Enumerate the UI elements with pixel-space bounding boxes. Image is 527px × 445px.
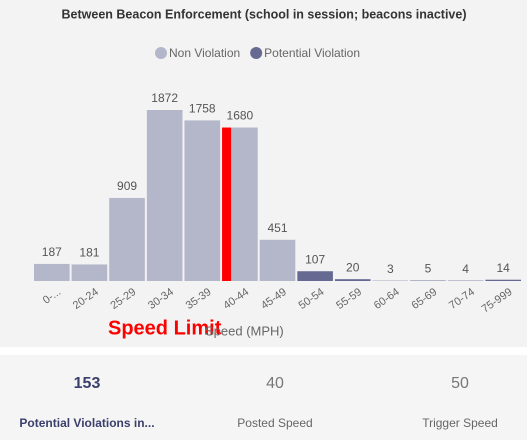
data-label: 14 — [497, 261, 511, 275]
x-axis-title: Speed (MPH) — [205, 323, 284, 338]
bar — [147, 110, 183, 281]
bar — [34, 264, 70, 281]
bar — [260, 240, 296, 281]
chart-title: Between Beacon Enforcement (school in se… — [62, 7, 467, 21]
data-label: 909 — [117, 179, 137, 193]
card-value: 40 — [266, 375, 284, 392]
data-label: 187 — [42, 245, 62, 259]
card-label: Potential Violations in... — [19, 416, 154, 430]
bar — [109, 198, 145, 281]
bar — [72, 264, 108, 281]
data-label: 5 — [425, 262, 432, 276]
data-label: 451 — [267, 221, 287, 235]
card-value: 50 — [451, 375, 469, 392]
bar — [485, 280, 521, 281]
legend-swatch — [155, 47, 167, 59]
data-label: 3 — [387, 262, 394, 276]
speed-limit-marker — [222, 128, 231, 281]
card-label: Trigger Speed — [422, 416, 498, 430]
legend-swatch — [250, 47, 262, 59]
bar — [335, 279, 371, 281]
card-label: Posted Speed — [237, 416, 312, 430]
data-label: 20 — [346, 260, 360, 274]
bar — [297, 271, 333, 281]
data-label: 1680 — [227, 109, 254, 123]
legend-label: Non Violation — [169, 46, 240, 60]
data-label: 107 — [305, 252, 325, 266]
data-label: 1758 — [189, 102, 216, 116]
data-label: 1872 — [151, 91, 178, 105]
card-value: 153 — [74, 375, 101, 392]
data-label: 4 — [462, 262, 469, 276]
data-label: 181 — [79, 246, 99, 260]
legend-label: Potential Violation — [264, 46, 360, 60]
bar — [184, 120, 220, 281]
